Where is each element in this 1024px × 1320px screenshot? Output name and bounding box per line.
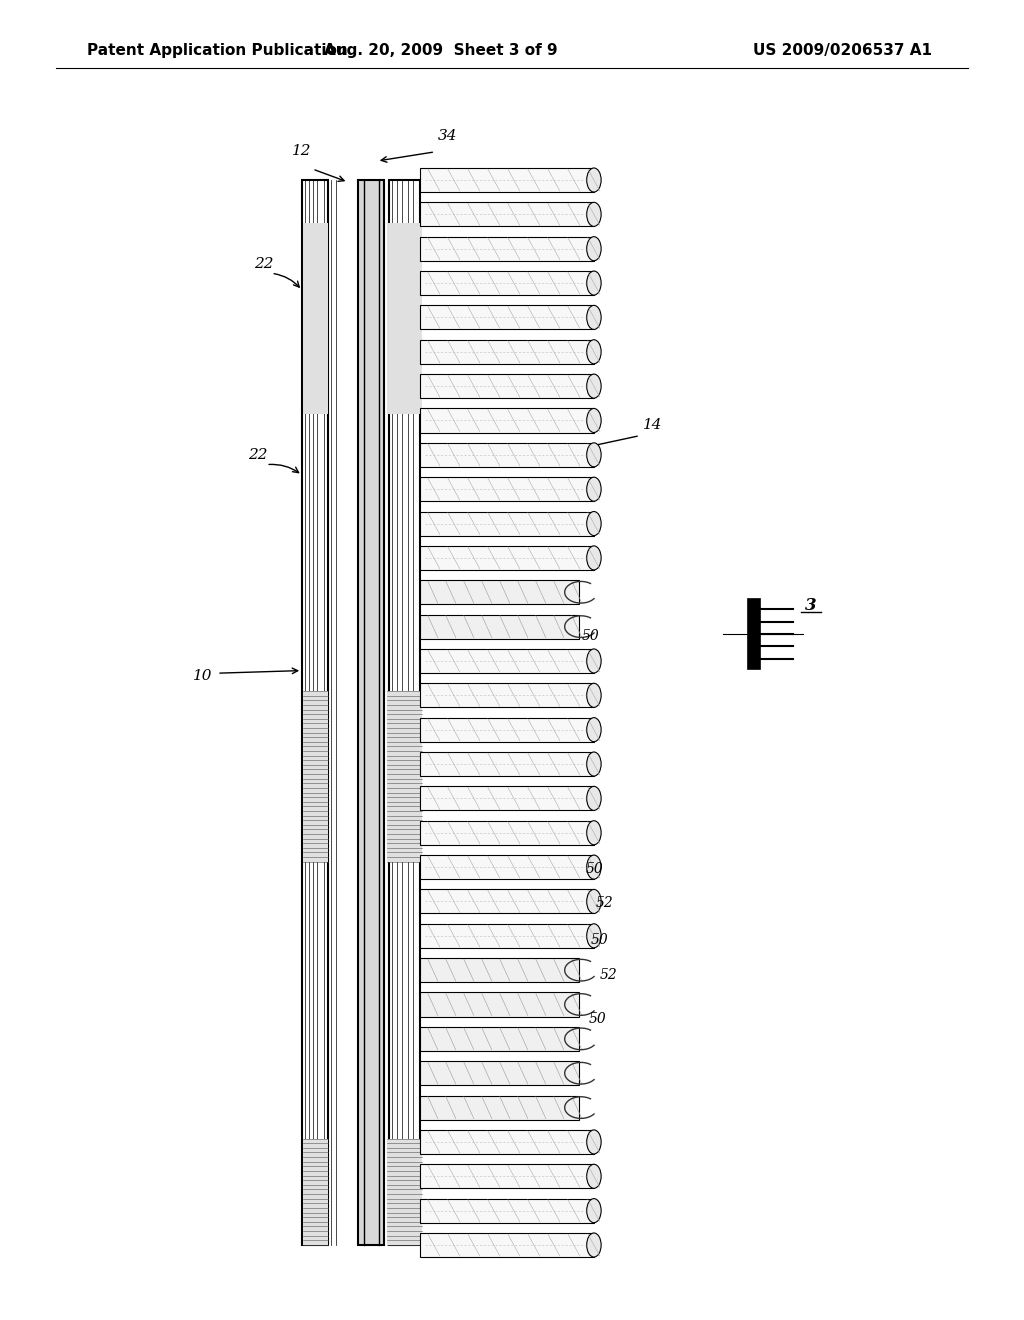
Bar	[420, 442, 594, 467]
Ellipse shape	[587, 546, 601, 570]
Bar	[420, 855, 594, 879]
Bar	[420, 821, 594, 845]
Ellipse shape	[587, 718, 601, 742]
Bar	[387, 1138, 422, 1245]
Bar	[420, 958, 579, 982]
Ellipse shape	[587, 271, 601, 296]
Bar	[420, 305, 594, 330]
Text: 3: 3	[805, 597, 817, 614]
Text: US 2009/0206537 A1: US 2009/0206537 A1	[753, 42, 932, 58]
Ellipse shape	[587, 684, 601, 708]
Bar	[420, 1130, 594, 1154]
Bar	[420, 752, 594, 776]
Ellipse shape	[587, 168, 601, 191]
Text: 14: 14	[643, 418, 663, 432]
Bar	[420, 546, 594, 570]
Bar	[420, 477, 594, 502]
Bar	[420, 1233, 594, 1257]
Ellipse shape	[587, 855, 601, 879]
Bar	[303, 692, 328, 862]
Text: 52: 52	[596, 896, 613, 909]
Bar	[420, 1027, 579, 1051]
Ellipse shape	[587, 305, 601, 330]
Bar	[420, 787, 594, 810]
Bar	[420, 890, 594, 913]
Ellipse shape	[587, 442, 601, 467]
Ellipse shape	[587, 924, 601, 948]
Bar	[303, 223, 328, 414]
Bar	[420, 168, 594, 191]
Ellipse shape	[587, 1233, 601, 1257]
Ellipse shape	[587, 890, 601, 913]
Bar	[420, 924, 594, 948]
Bar	[420, 1096, 579, 1119]
Bar	[420, 271, 594, 296]
Bar	[420, 512, 594, 536]
Ellipse shape	[587, 1164, 601, 1188]
Text: 50: 50	[589, 1012, 606, 1026]
Text: 50: 50	[582, 630, 599, 643]
Ellipse shape	[587, 339, 601, 364]
Ellipse shape	[587, 821, 601, 845]
Bar	[389, 180, 420, 1245]
Ellipse shape	[587, 787, 601, 810]
Ellipse shape	[587, 1130, 601, 1154]
Text: 12: 12	[292, 144, 312, 158]
Bar	[358, 180, 384, 1245]
Ellipse shape	[587, 477, 601, 502]
Text: 22: 22	[248, 449, 268, 462]
Text: 50: 50	[586, 862, 603, 875]
Ellipse shape	[587, 649, 601, 673]
Bar	[303, 1138, 328, 1245]
Text: 34: 34	[438, 128, 458, 143]
Bar	[420, 581, 579, 605]
Ellipse shape	[587, 202, 601, 226]
Bar	[420, 408, 594, 433]
Bar	[420, 374, 594, 399]
Text: 10: 10	[193, 669, 213, 682]
Bar	[387, 223, 422, 414]
Ellipse shape	[587, 408, 601, 433]
Bar	[749, 598, 760, 669]
Text: Aug. 20, 2009  Sheet 3 of 9: Aug. 20, 2009 Sheet 3 of 9	[324, 42, 557, 58]
Bar	[387, 692, 422, 862]
Bar	[420, 649, 594, 673]
Bar	[420, 1164, 594, 1188]
Bar	[420, 236, 594, 261]
Bar	[420, 718, 594, 742]
Bar	[302, 180, 328, 1245]
Text: 22: 22	[254, 257, 274, 271]
Ellipse shape	[587, 1199, 601, 1222]
Bar	[420, 1199, 594, 1222]
Bar	[420, 993, 579, 1016]
Text: 52: 52	[600, 969, 617, 982]
Ellipse shape	[587, 752, 601, 776]
Text: 50: 50	[591, 933, 608, 946]
Ellipse shape	[587, 236, 601, 261]
Ellipse shape	[587, 512, 601, 536]
Text: Patent Application Publication: Patent Application Publication	[87, 42, 348, 58]
Bar	[420, 1061, 579, 1085]
Ellipse shape	[587, 374, 601, 399]
Bar	[420, 339, 594, 364]
Bar	[420, 684, 594, 708]
Bar	[420, 202, 594, 226]
Bar	[420, 615, 579, 639]
